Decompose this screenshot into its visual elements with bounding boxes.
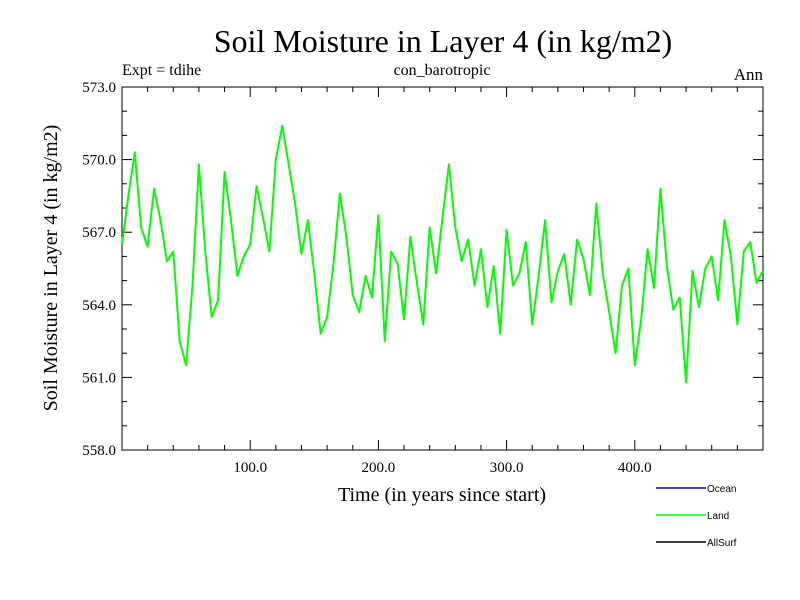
plot-area: 558.0 561.0 564.0 567.0 570.0 573.0 100.0 200.…	[82, 80, 764, 476]
subtitle-center: con_barotropic	[394, 62, 491, 79]
legend-label-allsurf: AllSurf	[707, 538, 737, 549]
y-tick-label: 564.0	[82, 298, 116, 314]
y-tick-label: 558.0	[82, 443, 116, 459]
x-axis: 100.0 200.0 300.0 400.0	[147, 87, 738, 476]
subtitle-left: Expt = tdihe	[122, 62, 201, 79]
y-axis: 558.0 561.0 564.0 567.0 570.0 573.0	[82, 80, 763, 459]
x-tick-label: 300.0	[490, 460, 524, 476]
y-tick-label: 570.0	[82, 153, 116, 169]
x-tick-label: 100.0	[233, 460, 267, 476]
subtitle-right: Ann	[734, 65, 764, 84]
x-axis-label: Time (in years since start)	[338, 484, 546, 506]
legend-label-ocean: Ocean	[707, 484, 736, 495]
y-tick-label: 567.0	[82, 225, 116, 241]
plot-frame	[121, 86, 764, 451]
y-tick-label: 561.0	[82, 370, 116, 386]
series-line-land	[121, 124, 764, 384]
legend: Ocean Land AllSurf	[656, 484, 737, 549]
legend-label-land: Land	[707, 511, 729, 522]
x-tick-label: 400.0	[618, 460, 652, 476]
y-tick-label: 573.0	[82, 80, 116, 96]
x-tick-label: 200.0	[362, 460, 396, 476]
series-layer	[121, 124, 764, 384]
chart-title: Soil Moisture in Layer 4 (in kg/m2)	[214, 23, 673, 59]
y-axis-label: Soil Moisture in Layer 4 (in kg/m2)	[40, 125, 62, 412]
